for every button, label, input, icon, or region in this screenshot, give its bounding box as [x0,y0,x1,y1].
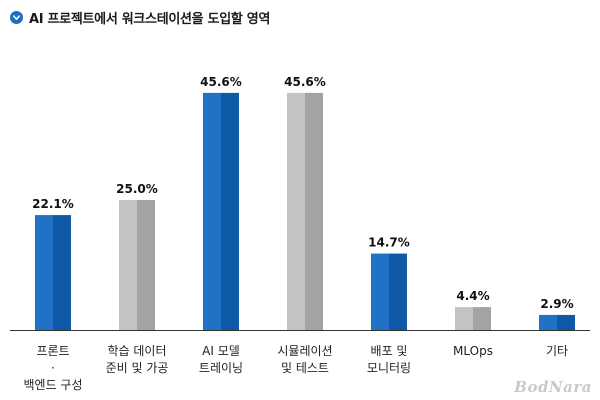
data-label-3: 45.6% [200,75,242,89]
bar-7 [539,314,557,330]
bar-7-shade [557,314,575,330]
x-tick-label-4-1: 시뮬레이션 [277,344,332,358]
x-tick-label-2-2: 준비 및 가공 [106,361,169,375]
bar-5-shade [389,253,407,330]
chart-header: AI 프로젝트에서 워크스테이션을 도입할 영역 [10,8,270,27]
bar-6-shade [473,307,491,330]
x-tick-label-3-2: 트레이닝 [199,361,243,375]
x-tick-label-3-1: AI 모델 [202,344,240,358]
bar-1-shade [53,215,71,330]
x-tick-label-6-1: MLOps [453,344,493,358]
arrow-down-circle-icon [10,11,23,24]
chart-title: AI 프로젝트에서 워크스테이션을 도입할 영역 [29,12,271,27]
bar-2 [119,200,137,330]
x-tick-label-4-2: 및 테스트 [281,361,329,375]
data-label-6: 4.4% [456,289,489,303]
x-tick-label-1-3: 백엔드 구성 [23,378,82,392]
bar-3-shade [221,92,239,330]
x-tick-label-2-1: 학습 데이터 [107,344,166,358]
data-label-1: 22.1% [32,197,74,211]
data-label-5: 14.7% [368,236,410,250]
x-tick-label-5-2: 모니터링 [367,361,411,375]
watermark-logo: BodNara [514,378,592,396]
data-label-7: 2.9% [540,297,573,311]
data-label-2: 25.0% [116,182,158,196]
x-tick-label-7-1: 기타 [546,344,568,358]
bar-5 [371,253,389,330]
bar-4 [287,92,305,330]
bar-1 [35,215,53,330]
x-tick-label-1-2: · [51,361,55,375]
bar-6 [455,307,473,330]
bar-2-shade [137,200,155,330]
x-tick-label-5-1: 배포 및 [371,344,408,358]
bar-3 [203,92,221,330]
bar-4-shade [305,92,323,330]
data-label-4: 45.6% [284,75,326,89]
x-tick-label-1-1: 프론트 [36,344,69,358]
